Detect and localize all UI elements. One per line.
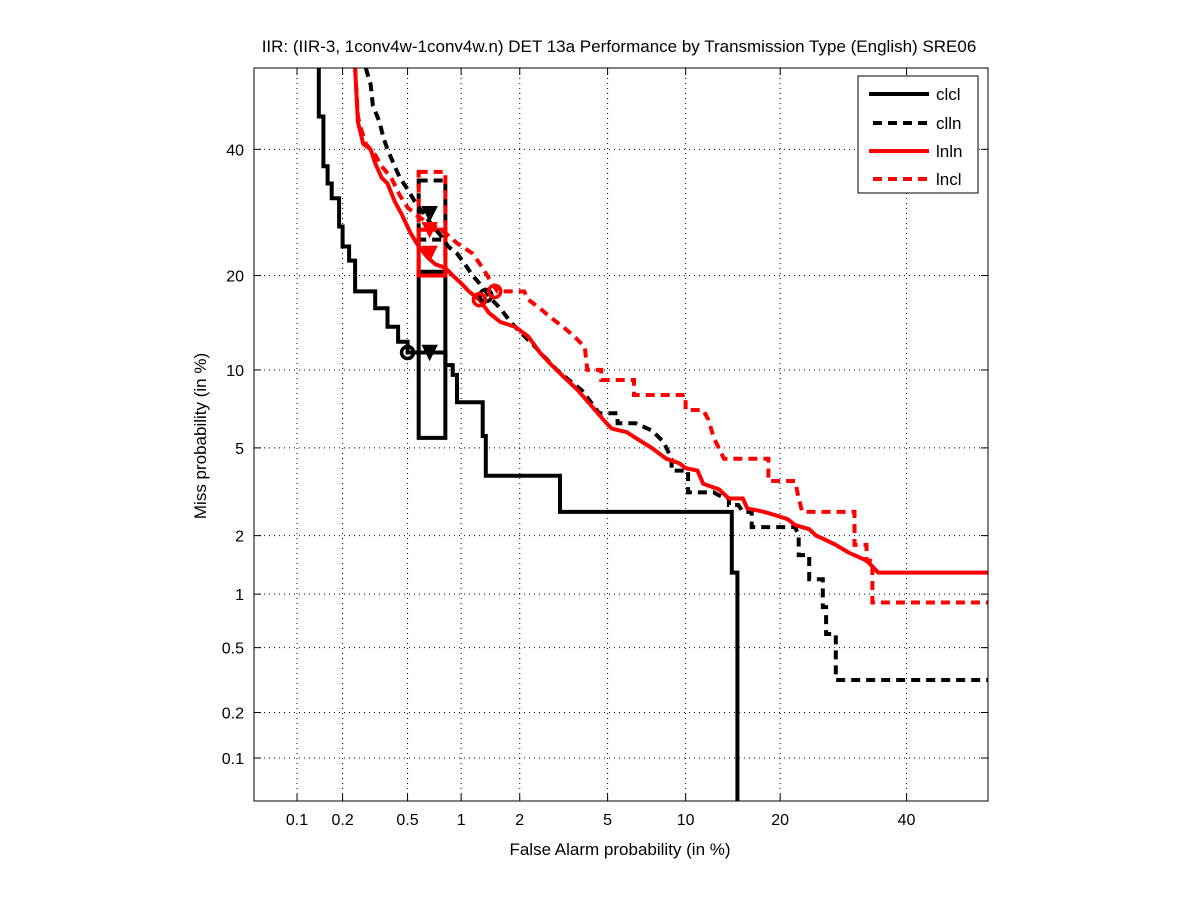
x-tick-label: 10 — [677, 812, 695, 829]
actual-decision-marker-clcl — [421, 344, 438, 362]
min-dcf-marker-lncl — [486, 283, 503, 300]
x-tick-label: 0.5 — [396, 812, 418, 829]
y-tick-label: 0.5 — [222, 641, 244, 658]
x-tick-label: 0.1 — [286, 812, 308, 829]
chart-title: IIR: (IIR-3, 1conv4w-1conv4w.n) DET 13a … — [262, 37, 977, 56]
axes-frame — [253, 67, 989, 802]
actual-decision-marker-lnln — [421, 245, 438, 263]
x-axis-title: False Alarm probability (in %) — [509, 840, 730, 859]
x-tick-label: 20 — [771, 812, 789, 829]
y-tick-label: 0.1 — [222, 751, 244, 768]
y-tick-label: 40 — [226, 142, 244, 159]
series-line-lnln — [353, 67, 988, 575]
series-lines — [316, 67, 988, 801]
y-axis-title: Miss probability (in %) — [191, 353, 210, 519]
x-tick-label: 5 — [603, 812, 612, 829]
x-tick-label: 1 — [457, 812, 466, 829]
legend: clcl clln lnln lncl — [857, 75, 979, 194]
legend-label-clcl: clcl — [936, 85, 961, 104]
x-tick-label: 40 — [898, 812, 916, 829]
markers — [399, 205, 503, 362]
grid — [254, 68, 988, 801]
x-tick-label: 0.2 — [331, 812, 353, 829]
x-tick-label: 2 — [515, 812, 524, 829]
y-tick-label: 20 — [226, 269, 244, 286]
y-tick-label: 1 — [235, 587, 244, 604]
series-line-clcl — [316, 68, 740, 801]
series-line-clln — [363, 67, 988, 682]
y-tick-label: 0.2 — [222, 706, 244, 723]
min-dcf-marker-lnln — [471, 291, 488, 308]
series-line-lncl — [353, 67, 988, 605]
actual-decision-marker-clln — [421, 205, 438, 223]
legend-label-lncl: lncl — [936, 170, 962, 189]
y-tick-label: 5 — [235, 441, 244, 458]
legend-label-lnln: lnln — [936, 142, 962, 161]
y-tick-label: 10 — [226, 363, 244, 380]
min-dcf-marker-clcl — [399, 344, 416, 361]
y-tick-label: 2 — [235, 529, 244, 546]
legend-label-clln: clln — [936, 114, 962, 133]
ticks: 0.1 0.2 0.5 1 2 5 10 20 40 0.1 0.2 0.5 1 2 5 10 20 40 — [222, 68, 988, 829]
actual-decision-marker-lncl — [421, 221, 438, 239]
confidence-box-lncl — [416, 169, 448, 278]
